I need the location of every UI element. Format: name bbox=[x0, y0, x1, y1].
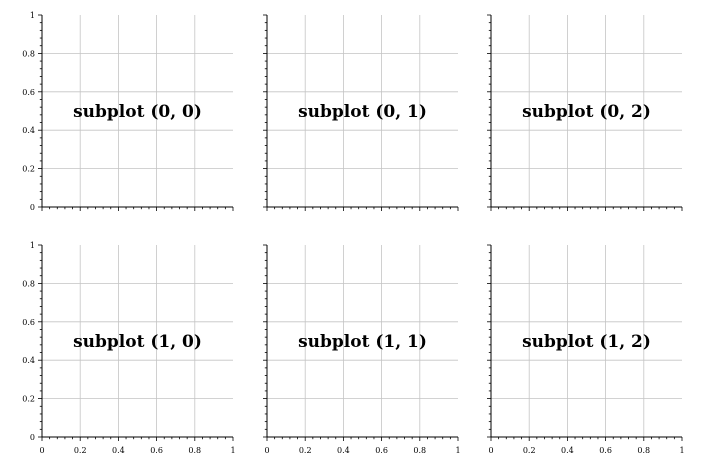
y-tick-label: 0.4 bbox=[22, 126, 35, 135]
x-tick-label: 0.4 bbox=[561, 446, 574, 455]
y-tick-label: 0.6 bbox=[22, 88, 35, 97]
x-tick-label: 0.4 bbox=[337, 446, 350, 455]
x-tick-label: 0.2 bbox=[74, 446, 87, 455]
x-tick-label: 1 bbox=[679, 446, 684, 455]
x-tick-label: 0 bbox=[488, 446, 493, 455]
subplot-label: subplot (0, 2) bbox=[522, 102, 651, 122]
x-tick-label: 0.6 bbox=[599, 446, 612, 455]
subplot-label: subplot (1, 0) bbox=[73, 332, 202, 352]
x-tick-label: 0.6 bbox=[150, 446, 163, 455]
x-tick-label: 0.8 bbox=[637, 446, 650, 455]
subplot-0-0: 0 0.2 0.4 0.6 0.8 1 subplot (0, 0) bbox=[22, 11, 234, 212]
y-tick-label: 0.2 bbox=[22, 165, 35, 174]
subplot-label: subplot (0, 0) bbox=[73, 102, 202, 122]
x-tick-label: 0.8 bbox=[188, 446, 201, 455]
subplot-1-0: 0 0.2 0.4 0.6 0.8 1 0 0.2 0.4 0.6 0.8 1 subplot (1, … bbox=[22, 241, 235, 455]
x-tick-label: 0.6 bbox=[375, 446, 388, 455]
y-tick-label: 0.4 bbox=[22, 356, 35, 365]
y-tick-label: 0.6 bbox=[22, 318, 35, 327]
y-tick-label: 0 bbox=[30, 433, 35, 442]
subplot-0-2: subplot (0, 2) bbox=[487, 14, 683, 211]
x-tick-label: 1 bbox=[230, 446, 235, 455]
subplot-1-1: 0 0.2 0.4 0.6 0.8 1 subplot (1, 1) bbox=[263, 244, 461, 455]
subplot-label: subplot (1, 1) bbox=[298, 332, 427, 352]
subplot-0-1: subplot (0, 1) bbox=[263, 14, 459, 211]
subplot-label: subplot (1, 2) bbox=[522, 332, 651, 352]
x-tick-label: 0 bbox=[39, 446, 44, 455]
subplot-label: subplot (0, 1) bbox=[298, 102, 427, 122]
x-tick-label: 0.4 bbox=[112, 446, 125, 455]
y-tick-label: 1 bbox=[30, 241, 35, 250]
y-tick-label: 0.8 bbox=[22, 49, 35, 58]
y-tick-label: 0.8 bbox=[22, 279, 35, 288]
x-tick-label: 0.2 bbox=[523, 446, 536, 455]
x-tick-label: 1 bbox=[455, 446, 460, 455]
x-tick-label: 0.8 bbox=[413, 446, 426, 455]
x-tick-label: 0 bbox=[264, 446, 269, 455]
y-tick-label: 1 bbox=[30, 11, 35, 20]
y-tick-label: 0 bbox=[30, 203, 35, 212]
subplot-1-2: 0 0.2 0.4 0.6 0.8 1 subplot (1, 2) bbox=[487, 244, 685, 455]
x-tick-label: 0.2 bbox=[299, 446, 312, 455]
y-tick-label: 0.2 bbox=[22, 395, 35, 404]
